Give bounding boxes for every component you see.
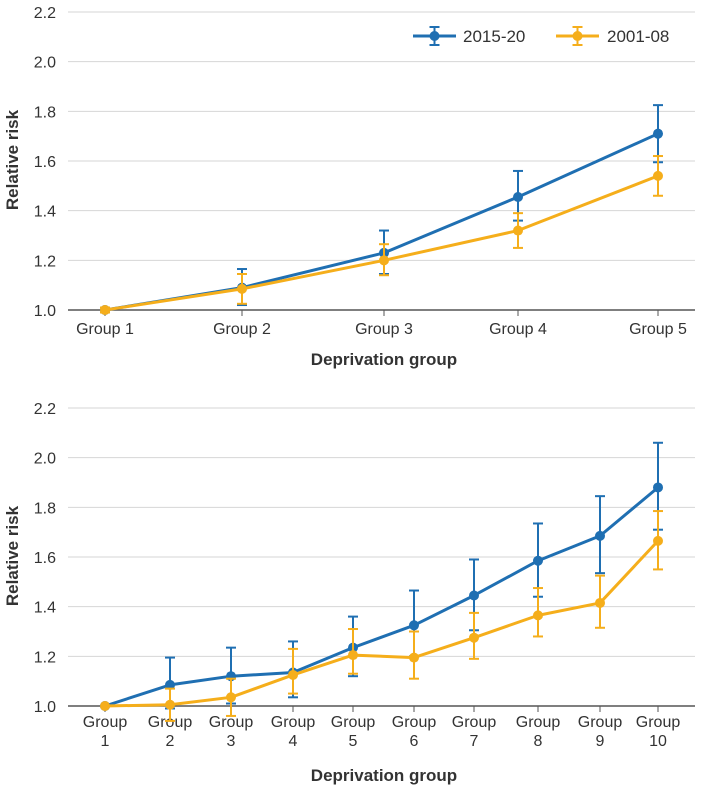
y-gridlines-top [68,11,695,261]
y-tick-label: 2.0 [34,55,56,72]
data-point[interactable] [653,170,663,181]
y-tick-label: 1.4 [34,204,56,221]
y-tick-labels-bottom: 1.0 1.2 1.4 1.6 1.8 2.0 2.2 [34,401,56,716]
x-tick-labels-bottom: Group 1 Group 2 Group 3 Group 4 Group 5 Group 6 Grou… [83,714,681,750]
data-point[interactable] [595,597,605,608]
x-tick-label: Group 1 [83,714,128,750]
data-point[interactable] [288,669,298,680]
series-2015-20 [100,441,663,711]
series-bottom [100,441,663,722]
y-tick-label: 1.0 [34,699,56,716]
legend-label-2015-20: 2015-20 [463,27,525,46]
y-tick-label: 1.6 [34,550,56,567]
data-point[interactable] [469,590,479,601]
data-point[interactable] [100,701,110,711]
y-tick-label: 2.2 [34,5,56,22]
data-point[interactable] [100,305,110,315]
series-2015-20 [100,104,663,315]
data-point[interactable] [409,652,419,663]
x-tick-label: Group 2 [213,321,271,338]
data-point[interactable] [379,255,389,266]
data-point[interactable] [513,225,523,236]
series-line-2015-20 [104,486,659,708]
legend-marker-2015-20 [429,31,440,41]
series-2001-08 [100,155,663,315]
y-gridlines-bottom [68,407,695,657]
y-tick-label: 1.8 [34,104,56,121]
x-tick-label: Group 10 [636,714,681,750]
legend-item-2015-20[interactable]: 2015-20 [413,26,525,46]
data-point[interactable] [165,679,175,690]
legend-label-2001-08: 2001-08 [607,27,669,46]
y-tick-label: 1.6 [34,154,56,171]
y-tick-label: 1.8 [34,500,56,517]
series-line-2001-08 [104,539,660,708]
series-2001-08 [100,510,663,722]
x-tick-label: Group 4 [489,321,547,338]
data-point[interactable] [469,632,479,643]
x-tick-labels-top: Group 1 Group 2 Group 3 Group 4 Group 5 [76,321,687,338]
series-line-2001-08 [104,174,659,312]
legend-marker-2001-08 [572,31,583,41]
axes-top [68,309,695,316]
series-line-2015-20 [104,132,659,312]
data-point[interactable] [237,283,247,294]
data-point[interactable] [513,192,523,203]
chart-bottom: 1.0 1.2 1.4 1.6 1.8 2.0 2.2 Group 1 Group 2 Group 3… [3,401,695,785]
legend: 2015-20 2001-08 [413,26,669,46]
x-axis-title-top: Deprivation group [311,350,457,369]
data-point[interactable] [165,699,175,710]
y-tick-label: 2.0 [34,451,56,468]
x-tick-label: Group 4 [271,714,316,750]
x-tick-label: Group 6 [392,714,437,750]
series-top [100,104,663,315]
legend-item-2001-08[interactable]: 2001-08 [556,26,669,46]
y-tick-label: 1.0 [34,303,56,320]
y-tick-label: 1.2 [34,649,56,666]
x-axis-title-bottom: Deprivation group [311,766,457,785]
y-axis-title-bottom: Relative risk [3,505,22,606]
y-tick-label: 2.2 [34,401,56,418]
data-point[interactable] [653,482,663,493]
y-tick-label: 1.4 [34,600,56,617]
axes-bottom [68,705,695,712]
y-tick-label: 1.2 [34,253,56,270]
x-tick-label: Group 1 [76,321,134,338]
y-tick-labels-top: 1.0 1.2 1.4 1.6 1.8 2.0 2.2 [34,5,56,320]
data-point[interactable] [653,128,663,139]
data-point[interactable] [348,650,358,661]
x-tick-label: Group 8 [516,714,561,750]
x-tick-label: Group 5 [331,714,376,750]
data-point[interactable] [533,555,543,566]
x-tick-label: Group 3 [355,321,413,338]
chart-top: 1.01.21.41.61.82.02.2 Group 1 Group 2 Grou… [3,5,695,369]
x-tick-label: Group 3 [209,714,254,750]
data-point[interactable] [409,620,419,631]
x-tick-label: Group 2 [148,714,193,750]
data-point[interactable] [533,610,543,621]
data-point[interactable] [653,535,663,546]
x-tick-label: Group 9 [578,714,623,750]
y-axis-title-top: Relative risk [3,109,22,210]
data-point[interactable] [226,692,236,703]
x-tick-label: Group 5 [629,321,687,338]
data-point[interactable] [595,530,605,541]
x-tick-label: Group 7 [452,714,497,750]
